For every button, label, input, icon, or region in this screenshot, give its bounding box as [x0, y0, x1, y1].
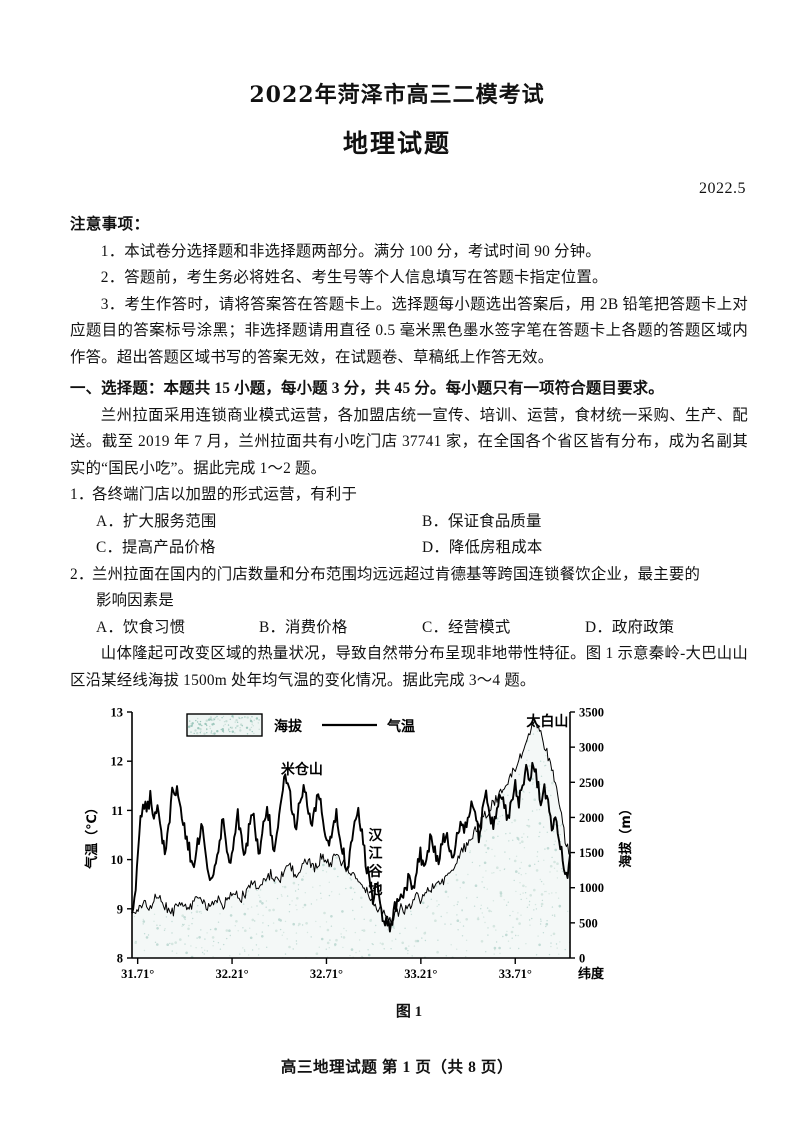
- question-2-number: 2．: [70, 565, 94, 583]
- svg-text:0: 0: [579, 952, 585, 966]
- passage-lanzhou-noodles: 兰州拉面采用连锁商业模式运营，各加盟店统一宣传、培训、运营，食材统一采购、生产、…: [70, 406, 748, 477]
- svg-text:1500: 1500: [579, 846, 604, 860]
- svg-text:1000: 1000: [579, 881, 604, 895]
- question-1-option-a[interactable]: A．扩大服务范围: [96, 512, 217, 530]
- svg-text:2500: 2500: [579, 776, 604, 790]
- question-2-stem-cont: 影响因素是: [96, 592, 174, 610]
- question-1-options-row-2: C．提高产品价格 D．降低房租成本: [96, 535, 748, 561]
- svg-text:32.21°: 32.21°: [215, 967, 248, 981]
- svg-text:米仓山: 米仓山: [281, 761, 323, 778]
- svg-text:31.71°: 31.71°: [121, 967, 154, 981]
- svg-text:江: 江: [369, 845, 383, 862]
- exam-content: 注意事项： 1．本试卷分选择题和非选择题两部分。满分 100 分，考试时间 90…: [0, 198, 794, 1031]
- svg-text:谷: 谷: [369, 864, 384, 880]
- svg-text:纬度: 纬度: [578, 966, 605, 982]
- svg-text:500: 500: [579, 917, 598, 931]
- page-footer: 高三地理试题 第 1 页（共 8 页）: [280, 1059, 514, 1076]
- figure-1: 8 9 10 11 12 13 0 500 1000 1500 2000 2500 3000 3500 31…: [70, 700, 748, 1030]
- notice-item-1: 1．本试卷分选择题和非选择题两部分。满分 100 分，考试时间 90 分钟。: [100, 242, 601, 260]
- question-1-option-c[interactable]: C．提高产品价格: [96, 539, 216, 557]
- question-2-option-b[interactable]: B．消费价格: [259, 618, 348, 636]
- question-2-option-c[interactable]: C．经营模式: [422, 618, 511, 636]
- exam-date: 2022.5: [699, 179, 746, 197]
- notice-heading: 注意事项：: [70, 215, 150, 233]
- figure-1-caption: 图 1: [395, 1004, 423, 1021]
- svg-text:汉: 汉: [369, 828, 384, 844]
- question-2-option-a[interactable]: A．饮食习惯: [96, 618, 186, 636]
- question-2-option-d[interactable]: D．政府政策: [585, 618, 675, 636]
- svg-text:10: 10: [111, 853, 124, 867]
- question-2-stem: 兰州拉面在国内的门店数量和分布范围均远远超过肯德基等跨国连锁餐饮企业，最主要的: [92, 565, 701, 583]
- svg-text:9: 9: [117, 903, 123, 917]
- notice-item-2: 2．答题前，考生务必将姓名、考生号等个人信息填写在答题卡指定位置。: [100, 269, 608, 287]
- svg-text:3500: 3500: [579, 706, 604, 720]
- svg-text:11: 11: [111, 804, 123, 818]
- svg-text:8: 8: [117, 952, 123, 966]
- svg-text:气温（℃）: 气温（℃）: [84, 801, 100, 869]
- elevation-temperature-chart: 8 9 10 11 12 13 0 500 1000 1500 2000 2500 3000 3500 31…: [84, 706, 634, 983]
- question-1-option-d[interactable]: D．降低房租成本: [422, 539, 543, 557]
- question-2-stem-line2: 影响因素是: [96, 588, 748, 614]
- question-1-options-row-1: A．扩大服务范围 B．保证食品质量: [96, 509, 748, 535]
- svg-text:33.21°: 33.21°: [404, 967, 437, 981]
- question-1-number: 1．: [70, 486, 94, 504]
- page-title: 2022年菏泽市高三二模考试: [249, 82, 545, 108]
- svg-text:地: 地: [369, 881, 383, 898]
- question-1: 1． 各终端门店以加盟的形式运营，有利于: [70, 482, 748, 508]
- question-2-options-row: A．饮食习惯 B．消费价格 C．经营模式 D．政府政策: [96, 615, 748, 641]
- svg-text:海拔（m）: 海拔（m）: [618, 802, 634, 868]
- svg-text:气温: 气温: [386, 718, 415, 735]
- svg-text:33.71°: 33.71°: [499, 967, 532, 981]
- section-heading-choice: 一、选择题：本题共 15 小题，每小题 3 分，共 45 分。每小题只有一项符合…: [70, 380, 664, 398]
- svg-text:12: 12: [111, 755, 124, 769]
- page-subtitle: 地理试题: [342, 128, 451, 158]
- svg-text:海拔: 海拔: [274, 718, 303, 735]
- svg-text:13: 13: [111, 706, 124, 720]
- svg-text:太白山: 太白山: [526, 713, 568, 730]
- svg-text:3000: 3000: [579, 741, 604, 755]
- passage-qinling-dabashan: 山体隆起可改变区域的热量状况，导致自然带分布呈现非地带性特征。图 1 示意秦岭-…: [70, 645, 748, 689]
- svg-text:32.71°: 32.71°: [310, 967, 343, 981]
- question-2: 2． 兰州拉面在国内的门店数量和分布范围均远远超过肯德基等跨国连锁餐饮企业，最主…: [70, 562, 748, 588]
- question-1-option-b[interactable]: B．保证食品质量: [422, 512, 542, 530]
- question-1-stem: 各终端门店以加盟的形式运营，有利于: [92, 486, 358, 504]
- svg-text:2000: 2000: [579, 811, 604, 825]
- notice-item-3: 3．考生作答时，请将答案答在答题卡上。选择题每小题选出答案后，用 2B 铅笔把答…: [70, 295, 748, 366]
